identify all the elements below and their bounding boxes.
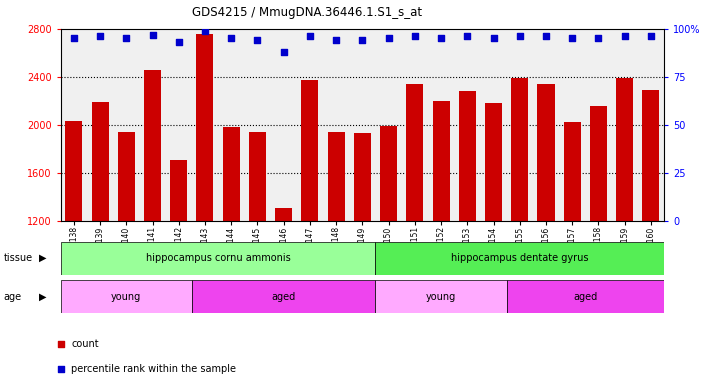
Bar (406, 84, 423, 221)
Bar (380, 126, 397, 221)
Point (68, 35, 79, 41)
Text: aged: aged (573, 291, 598, 302)
Text: GDS4215 / MmugDNA.36446.1.S1_s_at: GDS4215 / MmugDNA.36446.1.S1_s_at (192, 6, 422, 19)
Point (409, 33, 421, 40)
Text: age: age (4, 291, 21, 302)
Bar (354, 133, 371, 221)
Text: young: young (426, 291, 456, 302)
Point (252, 37, 263, 43)
Bar (275, 208, 292, 221)
Point (593, 35, 604, 41)
Bar (61, 242, 376, 275)
Bar (376, 242, 664, 275)
Point (304, 33, 316, 40)
Bar (643, 90, 660, 221)
Bar (433, 101, 450, 221)
Bar (590, 106, 607, 221)
Point (121, 35, 132, 41)
Text: tissue: tissue (4, 253, 33, 263)
Text: count: count (71, 339, 99, 349)
Point (173, 39, 184, 45)
Point (226, 35, 237, 41)
Point (566, 35, 578, 41)
Bar (511, 78, 528, 221)
Point (540, 33, 552, 40)
Bar (538, 84, 555, 221)
Bar (507, 280, 664, 313)
Bar (301, 80, 318, 221)
Point (147, 31, 159, 38)
Point (619, 33, 630, 40)
Point (461, 33, 473, 40)
Point (278, 49, 289, 55)
Point (94, 33, 106, 40)
Bar (192, 280, 376, 313)
Bar (61, 280, 192, 313)
Point (356, 37, 368, 43)
Point (199, 28, 211, 34)
Bar (563, 122, 580, 221)
Text: percentile rank within the sample: percentile rank within the sample (71, 364, 236, 374)
Point (514, 33, 526, 40)
Bar (376, 280, 507, 313)
Point (331, 37, 342, 43)
Bar (616, 78, 633, 221)
Bar (223, 127, 240, 221)
Point (383, 35, 394, 41)
Bar (249, 132, 266, 221)
Point (436, 35, 447, 41)
Bar (196, 33, 213, 221)
Point (645, 33, 657, 40)
Text: young: young (111, 291, 141, 302)
Text: ▶: ▶ (39, 253, 46, 263)
Bar (485, 103, 502, 221)
Bar (118, 132, 135, 221)
Text: hippocampus cornu ammonis: hippocampus cornu ammonis (146, 253, 291, 263)
Bar (144, 70, 161, 221)
Bar (459, 91, 476, 221)
Bar (65, 121, 82, 221)
Bar (328, 132, 345, 221)
Bar (91, 102, 109, 221)
Bar (170, 160, 187, 221)
Text: hippocampus dentate gyrus: hippocampus dentate gyrus (451, 253, 588, 263)
Point (262, 210, 273, 217)
Point (488, 35, 499, 41)
Text: aged: aged (271, 291, 296, 302)
Text: ▶: ▶ (39, 291, 46, 302)
